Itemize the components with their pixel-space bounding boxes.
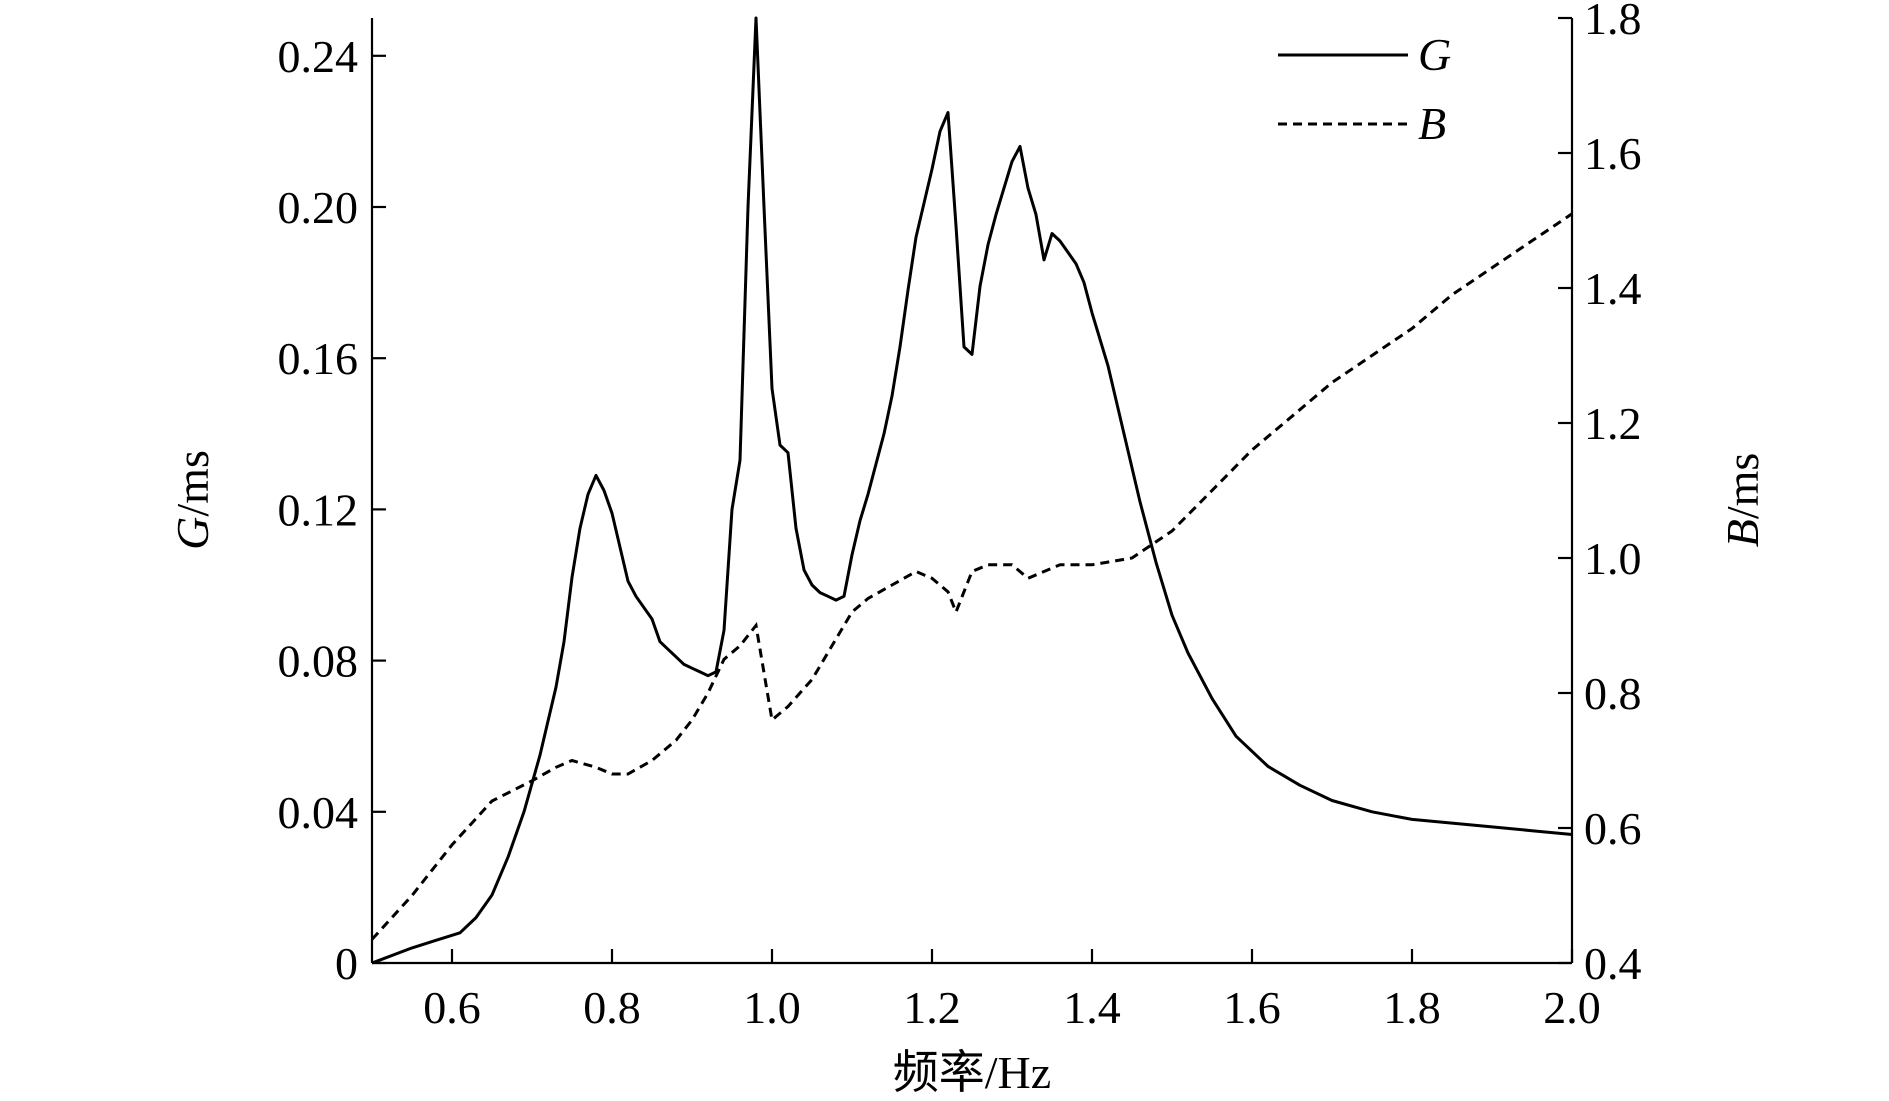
y-axis-left-title: G/ms (167, 450, 218, 550)
x-axis-ticks: 0.6 0.8 1.0 1.2 1.4 1.6 1.8 2.0 (423, 949, 1601, 1033)
y-right-tick-label: 0.4 (1584, 938, 1642, 989)
y-left-tick-label: 0.16 (278, 333, 359, 384)
x-axis-title: 频率/Hz (893, 1047, 1051, 1098)
y-left-tick-label: 0.04 (278, 787, 359, 838)
x-tick-label: 1.4 (1063, 982, 1121, 1033)
y-axis-right-ticks: 0.4 0.6 0.8 1.0 1.2 1.4 1.6 1.8 (1558, 0, 1642, 989)
y-axis-left-title-var: G (167, 517, 218, 550)
y-left-tick-label: 0 (335, 938, 358, 989)
y-right-tick-label: 1.4 (1584, 263, 1642, 314)
y-left-tick-label: 0.20 (278, 182, 359, 233)
y-right-tick-label: 1.0 (1584, 533, 1642, 584)
legend: G B (1278, 29, 1451, 149)
legend-label-g: G (1418, 29, 1451, 80)
y-left-tick-label: 0.24 (278, 31, 359, 82)
x-tick-label: 0.6 (423, 982, 481, 1033)
y-right-tick-label: 1.2 (1584, 398, 1642, 449)
y-left-tick-label: 0.12 (278, 484, 359, 535)
y-axis-left-title-unit: /ms (167, 450, 218, 516)
x-tick-label: 1.0 (743, 982, 801, 1033)
y-right-tick-label: 1.6 (1584, 128, 1642, 179)
series-line-b (370, 212, 1573, 941)
y-axis-right-title-unit: /ms (1717, 453, 1768, 519)
x-tick-label: 1.6 (1223, 982, 1281, 1033)
y-axis-left-ticks: 0 0.04 0.08 0.12 0.16 0.20 0.24 (278, 31, 386, 989)
x-tick-label: 1.2 (903, 982, 961, 1033)
y-right-tick-label: 0.8 (1584, 668, 1642, 719)
y-axis-right-title: B/ms (1717, 453, 1768, 548)
y-left-tick-label: 0.08 (278, 636, 359, 687)
x-tick-label: 1.8 (1383, 982, 1441, 1033)
y-right-tick-label: 1.8 (1584, 0, 1642, 44)
y-axis-right-title-var: B (1717, 519, 1768, 547)
legend-label-b: B (1418, 98, 1446, 149)
series-line-g (371, 16, 1573, 965)
x-tick-label: 0.8 (583, 982, 641, 1033)
y-right-tick-label: 0.6 (1584, 803, 1642, 854)
x-tick-label: 2.0 (1543, 982, 1601, 1033)
